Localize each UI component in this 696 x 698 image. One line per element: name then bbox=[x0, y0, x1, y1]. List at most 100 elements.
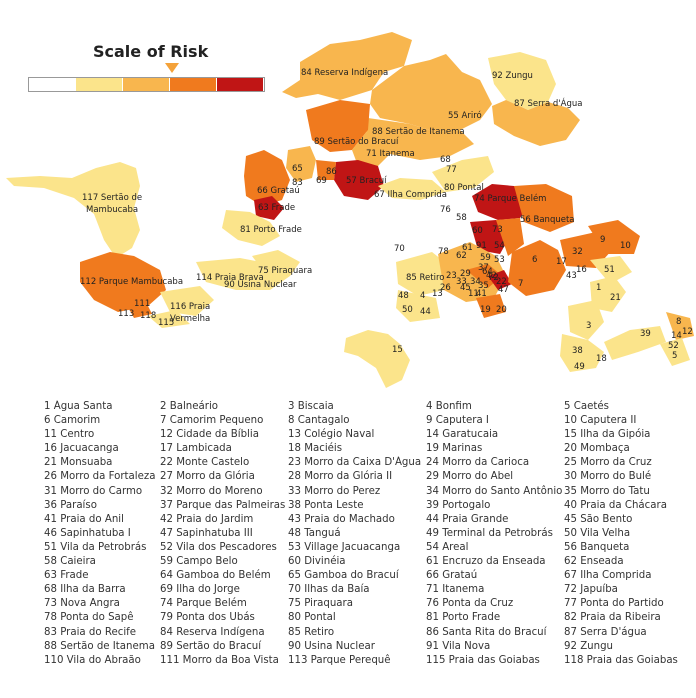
map-label: 48 bbox=[398, 291, 409, 301]
legend-item: 92 Zungu bbox=[564, 640, 614, 652]
region-bracui bbox=[334, 160, 384, 200]
legend-item: 2 Balneário bbox=[160, 401, 219, 412]
map-label: 17 bbox=[556, 257, 567, 267]
legend-item: 17 Lambicada bbox=[160, 443, 232, 455]
map-label: 52 bbox=[668, 341, 679, 351]
map-label: 42 bbox=[486, 271, 497, 281]
map-label: 66 Grataú bbox=[257, 186, 300, 196]
map-label: 34 bbox=[470, 277, 481, 287]
region-ilha-comprida bbox=[378, 178, 446, 200]
risk-map: 84 Reserva Indígena 92 Zungu 55 Ariró 87 Se… bbox=[6, 32, 694, 388]
legend-item: 85 Retiro bbox=[288, 626, 335, 638]
map-label: 64 bbox=[482, 267, 493, 277]
map-label: 41 bbox=[476, 289, 487, 299]
map-label: 76 bbox=[440, 205, 451, 215]
map-label: 84 Reserva Indígena bbox=[301, 68, 388, 78]
map-label: 12 bbox=[682, 327, 693, 337]
legend-item: 54 Areal bbox=[426, 541, 469, 553]
legend-item: 30 Morro do Bulé bbox=[564, 471, 652, 483]
legend-item: 71 Itanema bbox=[426, 584, 485, 596]
map-label: 3 bbox=[586, 321, 591, 331]
map-label: 78 bbox=[438, 247, 449, 257]
legend-item: 46 Sapinhatuba I bbox=[44, 527, 131, 539]
legend-item: 11 Centro bbox=[44, 429, 95, 441]
legend-item: 22 Monte Castelo bbox=[160, 457, 250, 469]
map-label: 22 bbox=[496, 277, 507, 287]
region-caputera bbox=[588, 220, 640, 254]
legend-item: 31 Morro do Carmo bbox=[44, 485, 143, 497]
legend-item: 75 Piraquara bbox=[288, 598, 353, 610]
map-label: 43 bbox=[566, 271, 577, 281]
map-label: 63 Frade bbox=[258, 203, 295, 213]
legend-item: 67 Ilha Comprida bbox=[564, 570, 652, 582]
map-label: 68 bbox=[440, 155, 451, 165]
region-zungu bbox=[488, 52, 556, 110]
map-label: 111 bbox=[134, 299, 150, 309]
region-itanema bbox=[352, 130, 390, 168]
map-label: 54 bbox=[494, 241, 505, 251]
legend-item: 9 Caputera I bbox=[426, 415, 489, 427]
map-label: 14 bbox=[671, 331, 682, 341]
legend-item: 80 Pontal bbox=[288, 612, 336, 624]
map-label: 59 bbox=[480, 253, 491, 263]
place-name-legend: 1 Água Santa 2 Balneário 3 Biscaia 4 Bonfim… bbox=[44, 400, 684, 670]
legend-item: 51 Vila da Petrobrás bbox=[44, 541, 147, 553]
legend-item: 113 Parque Perequê bbox=[288, 654, 391, 666]
risk-level-1 bbox=[29, 78, 76, 91]
map-label: 77 bbox=[446, 165, 457, 175]
map-label: 7 bbox=[518, 279, 523, 289]
map-label: 65 bbox=[292, 164, 303, 174]
map-label: 6 bbox=[532, 255, 537, 265]
risk-level-4 bbox=[170, 78, 217, 91]
legend-item: 78 Ponta do Sapê bbox=[44, 612, 134, 624]
region-sertao-itanema bbox=[366, 118, 474, 160]
legend-item: 62 Enseada bbox=[564, 556, 624, 568]
map-label: Vermelha bbox=[170, 314, 210, 324]
legend-item: 49 Terminal da Petrobrás bbox=[426, 527, 553, 539]
map-label: 38 bbox=[572, 346, 583, 356]
map-label: 115 bbox=[158, 318, 174, 328]
legend-item: 1 Água Santa bbox=[44, 401, 113, 412]
region-marinas bbox=[476, 294, 506, 318]
legend-item: 60 Divinéia bbox=[288, 556, 346, 568]
legend-item: 48 Tanguá bbox=[288, 527, 341, 539]
legend-item: 70 Ilhas da Baía bbox=[288, 584, 370, 596]
region-ponta-leste bbox=[560, 334, 604, 372]
map-label: 69 bbox=[316, 176, 327, 186]
legend-item: 26 Morro da Fortaleza bbox=[44, 471, 156, 483]
legend-item: 56 Banqueta bbox=[564, 541, 630, 553]
region-sertao-mambucaba bbox=[6, 162, 140, 258]
region-japuiba bbox=[488, 270, 512, 290]
map-label: 70 bbox=[394, 244, 405, 254]
map-label: 55 Ariró bbox=[448, 110, 482, 121]
region-caetes bbox=[660, 338, 690, 366]
map-label: 91 bbox=[476, 241, 487, 251]
legend-item: 34 Morro do Santo Antônio bbox=[426, 485, 563, 497]
legend-item: 53 Village Jacuacanga bbox=[288, 541, 401, 553]
map-label: 62 bbox=[456, 251, 467, 261]
map-label: 16 bbox=[576, 265, 587, 275]
map-label: 32 bbox=[572, 247, 583, 257]
legend-item: 4 Bonfim bbox=[426, 401, 472, 412]
legend-item: 59 Campo Belo bbox=[160, 556, 238, 568]
map-label: 1 bbox=[596, 283, 601, 293]
legend-item: 20 Mombaça bbox=[564, 443, 630, 455]
legend-item: 63 Frade bbox=[44, 570, 89, 582]
map-label: 53 bbox=[494, 255, 505, 265]
legend-item: 28 Morro da Glória II bbox=[288, 471, 393, 483]
map-label: 21 bbox=[610, 293, 621, 303]
legend-item: 43 Praia do Machado bbox=[288, 513, 395, 525]
map-label: 112 Parque Mambucaba bbox=[80, 277, 183, 287]
legend-item: 58 Caieira bbox=[44, 556, 96, 568]
map-label: 4 bbox=[420, 291, 425, 301]
legend-item: 82 Praia da Ribeira bbox=[564, 612, 661, 624]
map-label: 81 Porto Frade bbox=[240, 225, 302, 235]
region-retiro bbox=[396, 252, 452, 296]
legend-item: 24 Morro da Carioca bbox=[426, 457, 530, 469]
risk-scale-bar bbox=[28, 77, 265, 92]
map-label: 74 Parque Belém bbox=[474, 193, 546, 204]
map-label: 72 bbox=[488, 273, 499, 283]
map-label: 33 bbox=[456, 277, 467, 287]
legend-item: 91 Vila Nova bbox=[426, 640, 491, 652]
map-label: 18 bbox=[596, 354, 607, 364]
